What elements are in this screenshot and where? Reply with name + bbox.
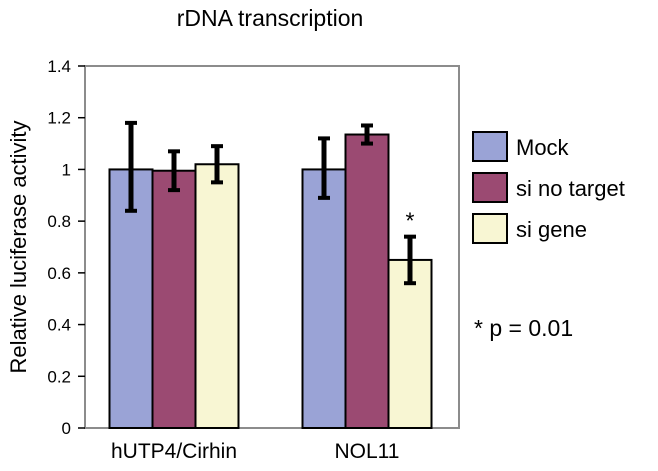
- y-tick-label: 1: [62, 160, 71, 179]
- legend-label: si gene: [516, 217, 587, 242]
- annotations: *: [406, 208, 415, 234]
- x-category-label: NOL11: [335, 440, 400, 463]
- bar-si-no-target-0: [153, 171, 196, 428]
- y-tick-label: 1.2: [47, 109, 71, 128]
- y-tick-label: 0.8: [47, 212, 71, 231]
- chart-title: rDNA transcription: [177, 5, 364, 31]
- y-tick-label: 0.2: [47, 367, 71, 386]
- bar-si-gene-0: [196, 164, 239, 428]
- legend-swatch: [473, 214, 507, 243]
- category-labels: hUTP4/Cirhin NOL11: [111, 440, 400, 463]
- significance-marker: *: [406, 208, 415, 234]
- legend-label: Mock: [516, 135, 570, 160]
- y-tick-label: 0.6: [47, 264, 71, 283]
- y-axis-label: Relative luciferase activity: [6, 120, 31, 373]
- y-axis-ticks: 0 0.2 0.4 0.6 0.8 1 1.2 1.4: [47, 57, 85, 438]
- legend: Mock si no target si gene: [473, 132, 625, 243]
- y-tick-label: 1.4: [47, 57, 71, 76]
- legend-label: si no target: [516, 176, 625, 201]
- y-tick-label: 0.4: [47, 316, 71, 335]
- bars: [110, 135, 432, 428]
- y-tick-label: 0: [62, 419, 71, 438]
- bar-si-no-target-1: [346, 135, 389, 428]
- bar-mock-1: [303, 169, 346, 428]
- legend-swatch: [473, 132, 507, 161]
- legend-swatch: [473, 173, 507, 202]
- significance-note: * p = 0.01: [474, 315, 573, 341]
- x-category-label: hUTP4/Cirhin: [111, 440, 237, 463]
